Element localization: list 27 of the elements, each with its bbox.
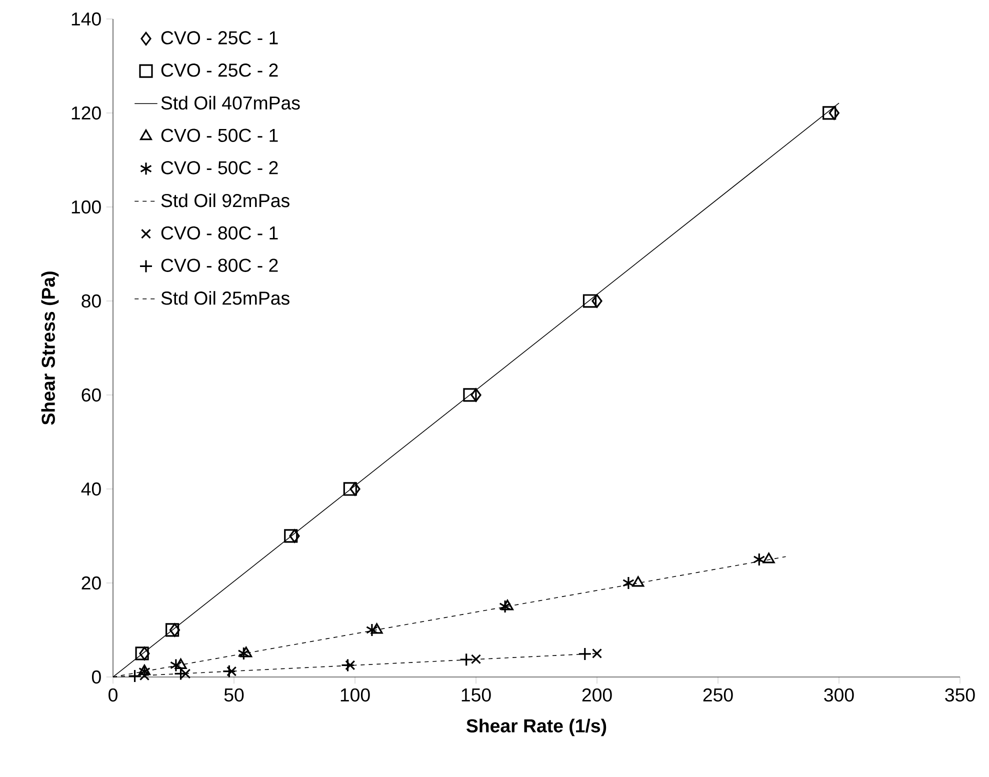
y-tick-label: 140 bbox=[72, 12, 101, 26]
y-tick-label: 20 bbox=[82, 576, 101, 590]
x-tick-label: 50 bbox=[224, 688, 244, 702]
x-tick-label: 250 bbox=[703, 688, 733, 702]
legend-label: Std Oil 92mPas bbox=[161, 193, 290, 208]
x-axis-title: Shear Rate (1/s) bbox=[466, 718, 606, 736]
x-tick-label: 150 bbox=[462, 688, 491, 702]
y-axis-title: Shear Stress (Pa) bbox=[41, 272, 59, 425]
y-tick-label: 120 bbox=[72, 106, 101, 120]
x-tick-label: 350 bbox=[945, 688, 975, 702]
y-tick-label: 100 bbox=[72, 200, 101, 214]
legend-label: CVO - 80C - 1 bbox=[161, 226, 278, 240]
y-tick-label: 0 bbox=[92, 670, 101, 684]
legend-label: CVO - 25C - 2 bbox=[161, 64, 278, 77]
y-tick-label: 80 bbox=[82, 294, 101, 308]
legend-label: CVO - 80C - 2 bbox=[161, 258, 278, 272]
y-tick-label: 40 bbox=[81, 482, 101, 496]
legend-label: Std Oil 25mPas bbox=[161, 291, 290, 305]
x-tick-label: 100 bbox=[340, 688, 370, 702]
x-tick-label: 0 bbox=[108, 688, 118, 702]
legend-label: CVO - 50C - 2 bbox=[161, 161, 278, 174]
legend-label: CVO - 50C - 1 bbox=[161, 128, 278, 142]
legend-label: Std Oil 407mPas bbox=[161, 96, 300, 110]
y-tick-label: 60 bbox=[82, 388, 101, 402]
x-tick-label: 300 bbox=[824, 688, 854, 702]
x-tick-label: 200 bbox=[582, 688, 612, 702]
legend-label: CVO - 25C - 1 bbox=[161, 31, 278, 44]
